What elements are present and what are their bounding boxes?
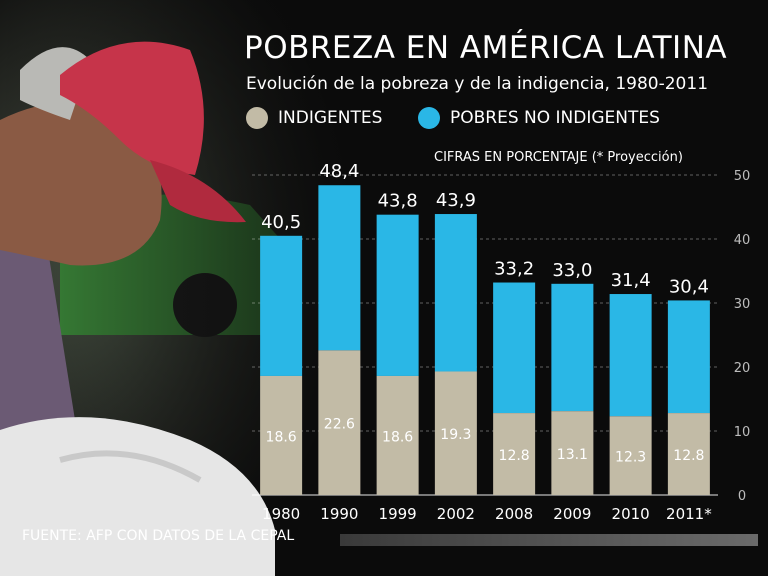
legend-swatch-indigentes <box>246 107 268 129</box>
bar-indigentes <box>260 375 303 495</box>
legend-label-pobres: POBRES NO INDIGENTES <box>450 108 660 128</box>
bar-pobres-no-indigentes <box>376 214 419 376</box>
legend-label-indigentes: INDIGENTES <box>278 108 383 128</box>
bar-label-indigentes: 19.3 <box>440 427 471 443</box>
y-tick-label: 20 <box>734 361 751 376</box>
bar-label-total: 43,8 <box>378 191 418 212</box>
x-tick-label: 1999 <box>379 505 417 523</box>
x-tick-label: 2002 <box>437 505 475 523</box>
legend-indigentes: INDIGENTES <box>246 106 382 130</box>
x-tick-label: 2011* <box>666 505 712 523</box>
bar-indigentes <box>434 371 477 495</box>
legend-pobres-no-indigentes: POBRES NO INDIGENTES <box>418 106 660 130</box>
unit-note: CIFRAS EN PORCENTAJE (* Proyección) <box>434 150 683 165</box>
chart-subtitle: Evolución de la pobreza y de la indigenc… <box>246 74 709 94</box>
bar-label-indigentes: 18.6 <box>382 429 413 445</box>
bar-indigentes <box>493 413 536 495</box>
bar-label-total: 43,9 <box>436 190 476 211</box>
bar-indigentes <box>609 416 652 495</box>
x-tick-label: 2010 <box>612 505 650 523</box>
bag-fold <box>59 450 202 483</box>
bar-label-total: 48,4 <box>319 161 359 182</box>
bar-pobres-no-indigentes <box>318 185 361 351</box>
bar-indigentes <box>318 350 361 495</box>
y-tick-label: 10 <box>734 425 751 440</box>
x-tick-label: 1980 <box>262 505 300 523</box>
cap-brim <box>150 160 246 223</box>
bar-label-total: 31,4 <box>611 270 651 291</box>
bar-indigentes <box>376 375 419 495</box>
bar-label-indigentes: 13.1 <box>557 447 588 463</box>
y-tick-label: 50 <box>734 169 751 184</box>
bar-pobres-no-indigentes <box>493 282 536 414</box>
legend-swatch-pobres <box>418 107 440 129</box>
bar-label-indigentes: 12.8 <box>499 448 530 464</box>
x-tick-label: 1990 <box>320 505 358 523</box>
y-tick-label: 0 <box>738 489 746 504</box>
bar-indigentes <box>551 411 594 495</box>
bar-pobres-no-indigentes <box>434 214 477 372</box>
bar-label-total: 33,0 <box>552 260 592 281</box>
bar-label-indigentes: 12.3 <box>615 450 646 466</box>
chart-title: POBREZA EN AMÉRICA LATINA <box>244 30 728 66</box>
x-tick-label: 2008 <box>495 505 533 523</box>
bar-pobres-no-indigentes <box>609 294 652 417</box>
y-tick-label: 40 <box>734 233 751 248</box>
bar-pobres-no-indigentes <box>667 300 710 414</box>
x-tick-label: 2009 <box>553 505 591 523</box>
red-cap <box>60 41 204 176</box>
bar-label-total: 30,4 <box>669 276 709 297</box>
source-note: FUENTE: AFP CON DATOS DE LA CEPAL <box>22 528 295 544</box>
bar-pobres-no-indigentes <box>551 283 594 412</box>
bar-pobres-no-indigentes <box>260 235 303 376</box>
bar-label-indigentes: 22.6 <box>324 417 355 433</box>
bar-label-indigentes: 18.6 <box>266 429 297 445</box>
source-rule <box>340 534 758 546</box>
bar-label-total: 40,5 <box>261 212 301 233</box>
bar-label-indigentes: 12.8 <box>673 448 704 464</box>
bar-indigentes <box>667 413 710 495</box>
y-tick-label: 30 <box>734 297 751 312</box>
bar-label-total: 33,2 <box>494 259 534 280</box>
face <box>0 102 162 266</box>
